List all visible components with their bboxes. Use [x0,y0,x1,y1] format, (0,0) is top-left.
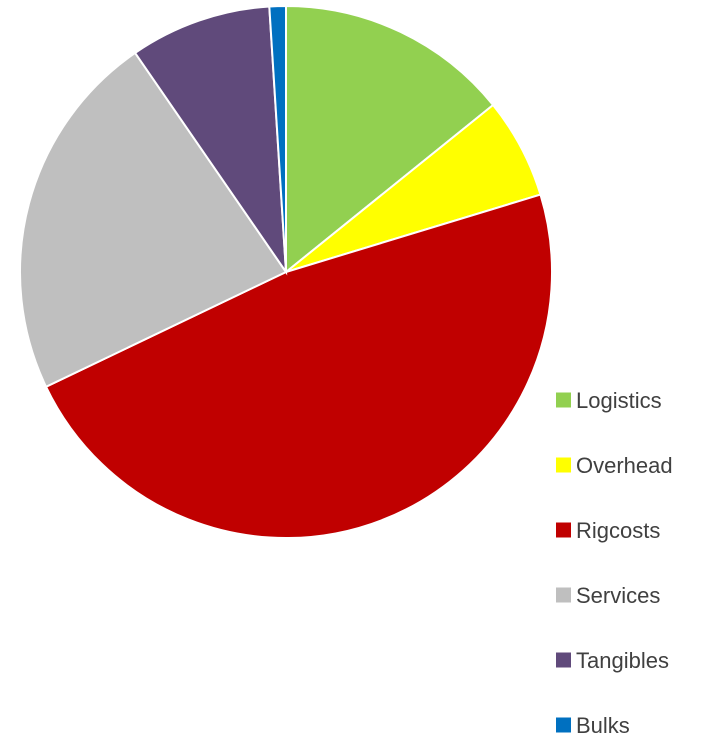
legend-item-bulks: Bulks [556,713,630,736]
legend-swatch [556,718,571,733]
legend-item-services: Services [556,583,660,608]
legend-label: Overhead [576,453,673,478]
legend-swatch [556,523,571,538]
legend: Logistics Overhead Rigcosts Services Tangib… [556,388,673,736]
legend-item-tangibles: Tangibles [556,648,669,673]
legend-item-rig-costs: Rigcosts [556,518,660,543]
legend-swatch [556,458,571,473]
legend-label: Rigcosts [576,518,660,543]
legend-label: Logistics [576,388,662,413]
legend-label: Bulks [576,713,630,736]
legend-item-overhead: Overhead [556,453,673,478]
legend-item-logistics: Logistics [556,388,662,413]
legend-swatch [556,653,571,668]
legend-label: Services [576,583,660,608]
legend-swatch [556,393,571,408]
legend-swatch [556,588,571,603]
pie-slices [20,6,552,538]
legend-label: Tangibles [576,648,669,673]
